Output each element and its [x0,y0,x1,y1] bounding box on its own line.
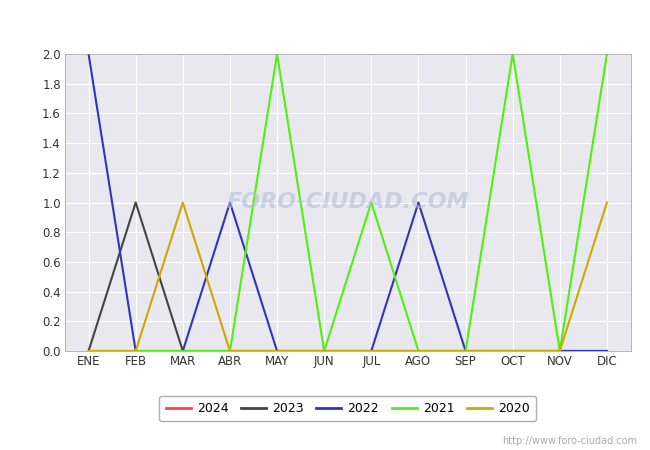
Text: http://www.foro-ciudad.com: http://www.foro-ciudad.com [502,436,637,446]
Text: Matriculaciones de Vehiculos en El Campillo: Matriculaciones de Vehiculos en El Campi… [143,14,507,32]
Text: FORO-CIUDAD.COM: FORO-CIUDAD.COM [226,193,469,212]
Legend: 2024, 2023, 2022, 2021, 2020: 2024, 2023, 2022, 2021, 2020 [159,396,536,421]
